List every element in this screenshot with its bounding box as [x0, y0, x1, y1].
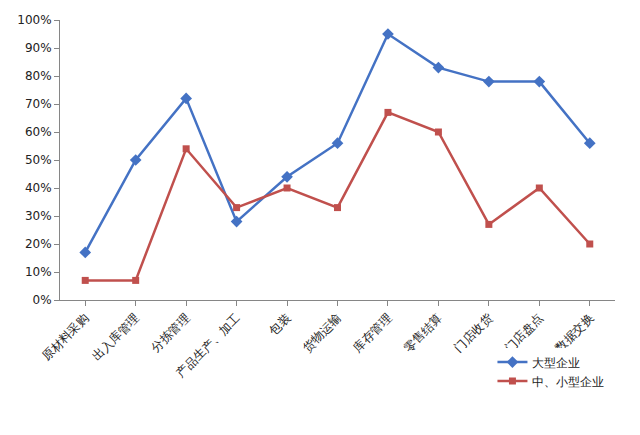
svg-text:门店盘点: 门店盘点 [501, 310, 546, 355]
svg-text:20%: 20% [25, 237, 52, 251]
svg-text:50%: 50% [25, 153, 52, 167]
svg-text:库存管理: 库存管理 [350, 311, 394, 355]
svg-text:0%: 0% [33, 293, 52, 307]
svg-text:零售结算: 零售结算 [401, 311, 445, 355]
svg-text:产品生产、加工: 产品生产、加工 [174, 311, 243, 380]
svg-text:60%: 60% [25, 125, 52, 139]
svg-text:出入库管理: 出入库管理 [90, 311, 142, 363]
svg-text:10%: 10% [25, 265, 52, 279]
svg-text:货物运输: 货物运输 [300, 311, 344, 355]
svg-text:原材料采购: 原材料采购 [39, 311, 91, 363]
svg-text:中、小型企业: 中、小型企业 [532, 375, 604, 389]
svg-text:70%: 70% [25, 97, 52, 111]
svg-text:90%: 90% [25, 41, 52, 55]
svg-text:30%: 30% [25, 209, 52, 223]
svg-text:分拣管理: 分拣管理 [149, 311, 193, 355]
svg-text:100%: 100% [17, 13, 51, 27]
svg-text:大型企业: 大型企业 [532, 356, 580, 370]
svg-text:数据交换: 数据交换 [552, 310, 597, 355]
svg-text:40%: 40% [25, 181, 52, 195]
svg-text:80%: 80% [25, 69, 52, 83]
svg-text:包装: 包装 [267, 311, 294, 338]
svg-text:门店收货: 门店收货 [451, 311, 495, 355]
